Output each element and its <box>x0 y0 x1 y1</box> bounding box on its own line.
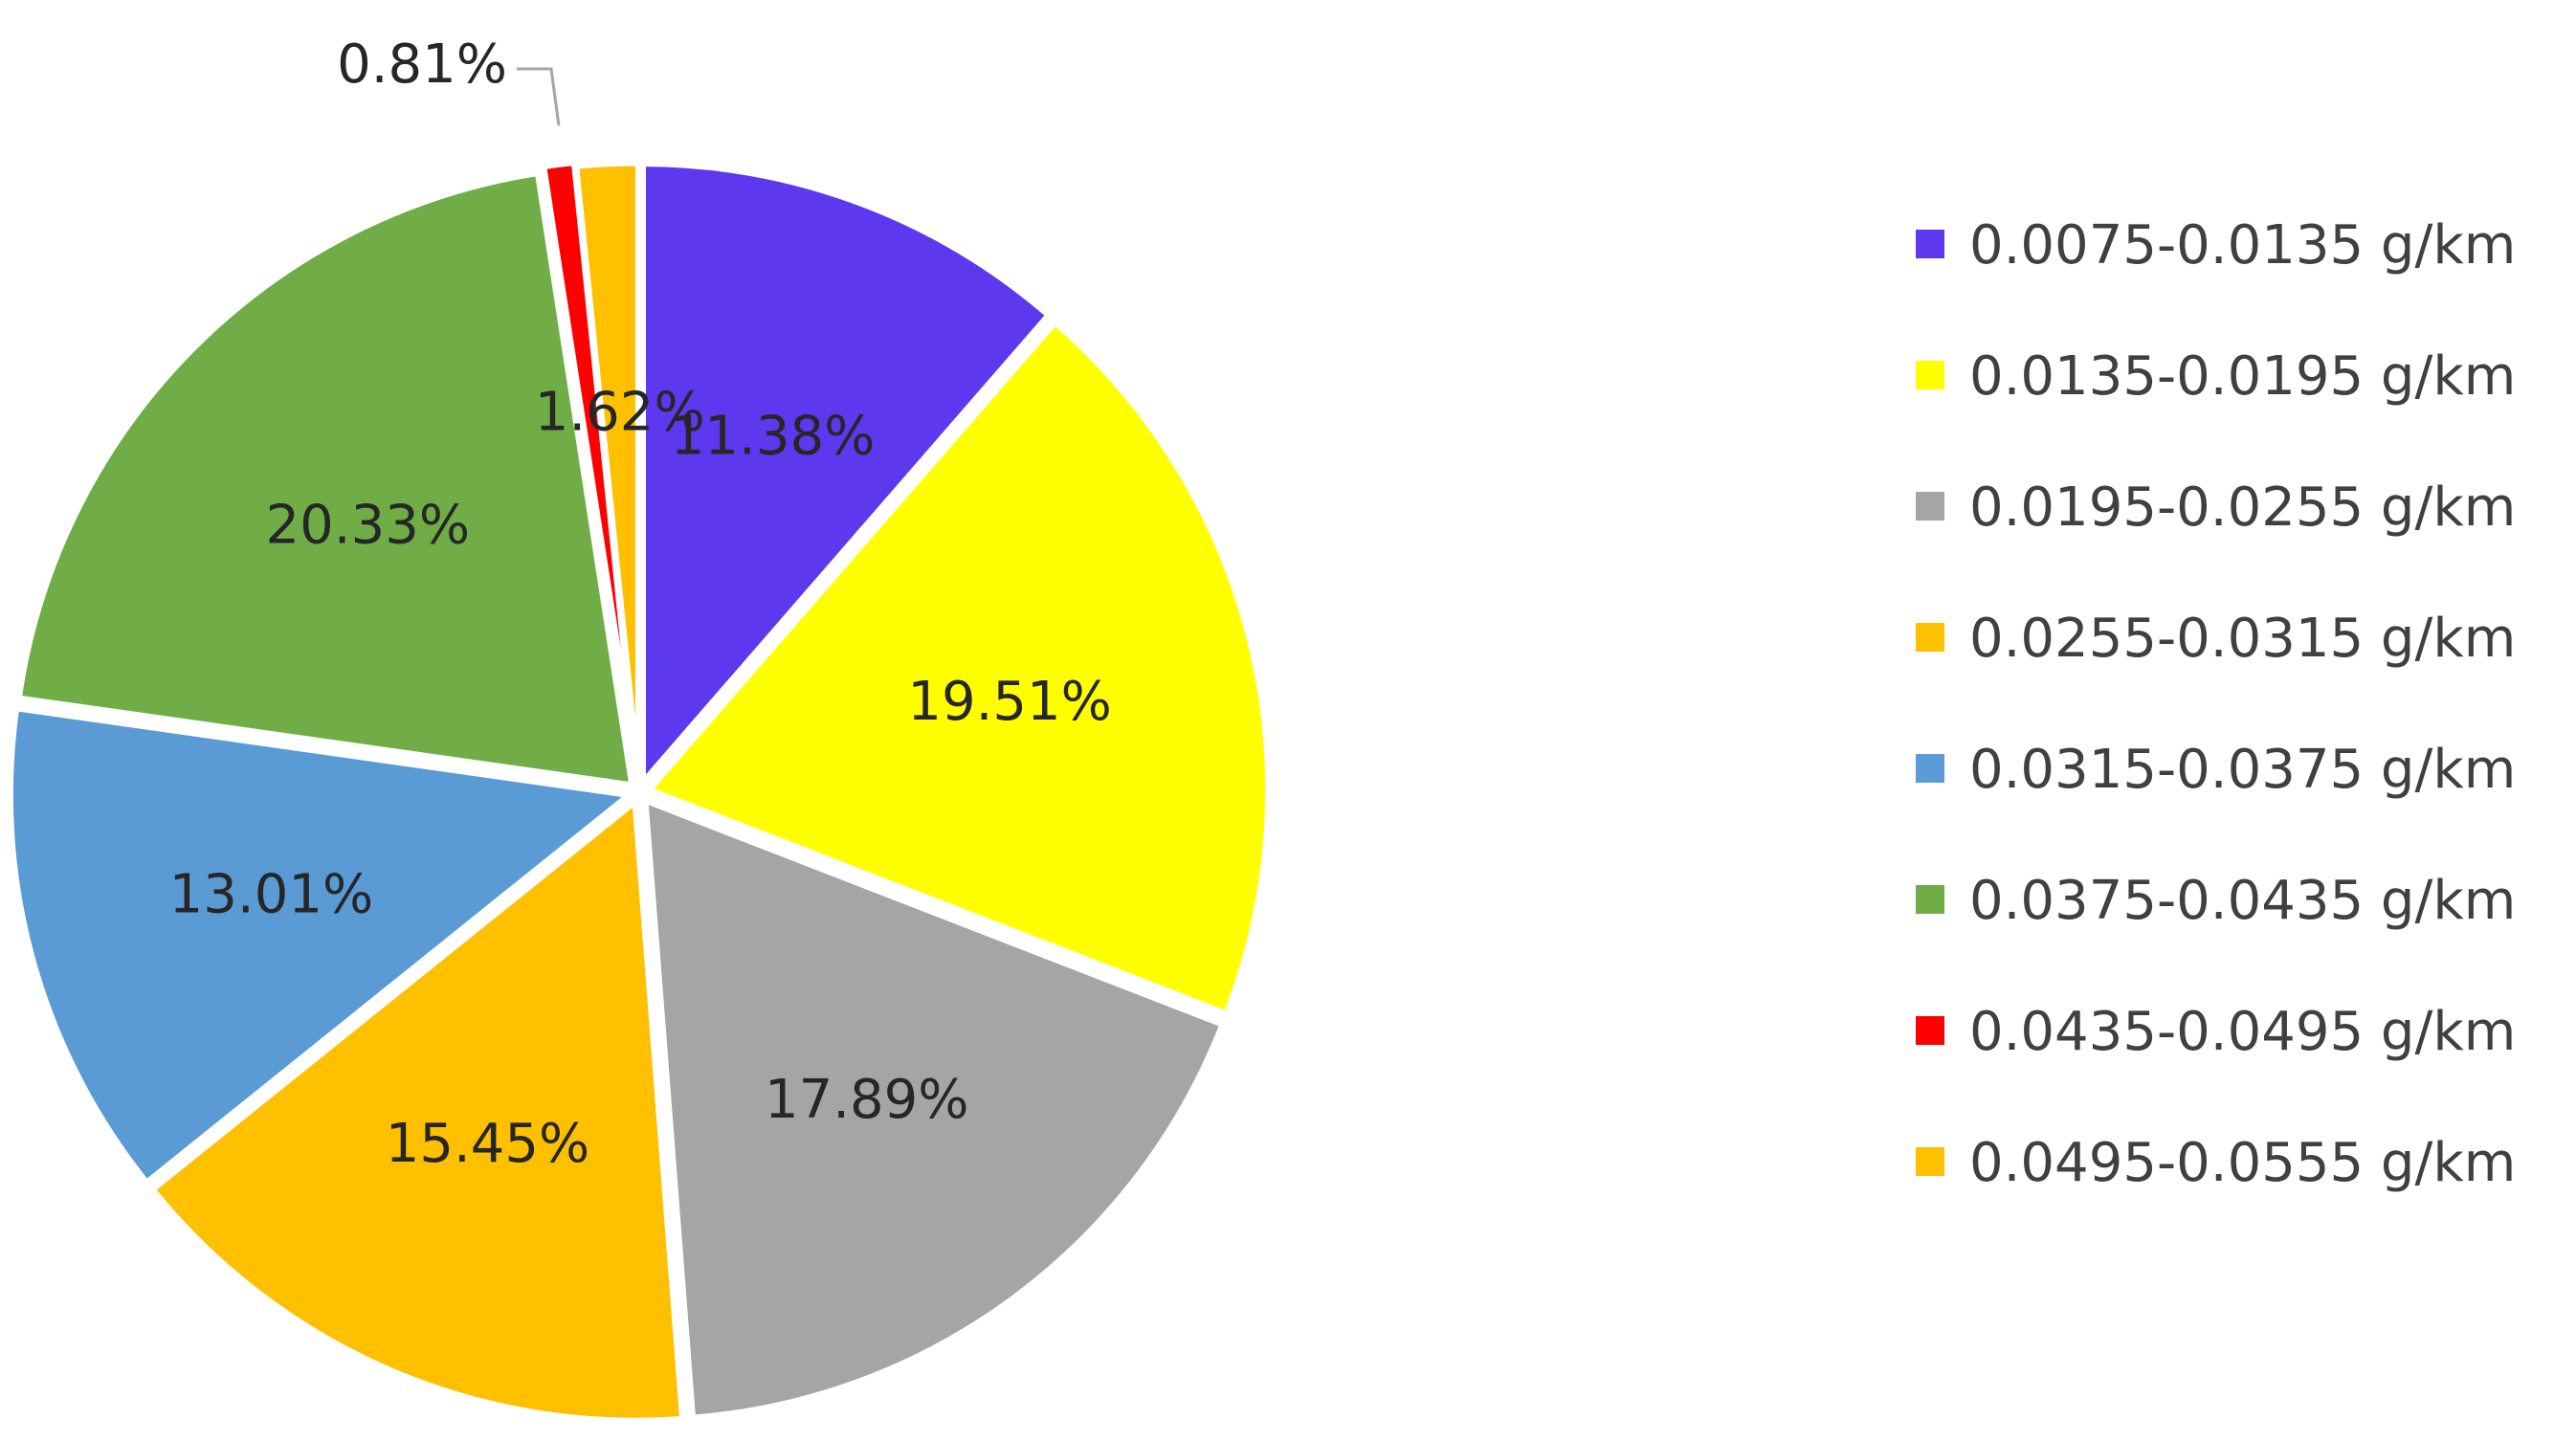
legend-label-8: 0.0495-0.0555 g/km <box>1969 1132 2516 1194</box>
slice-label-6: 20.33% <box>266 495 471 557</box>
legend-swatch-8 <box>1916 1147 1944 1176</box>
pie-slice-6 <box>14 168 637 790</box>
legend-swatch-1 <box>1916 230 1944 258</box>
legend: 0.0075-0.0135 g/km 0.0135-0.0195 g/km 0.01… <box>1916 214 2516 1194</box>
pie-slice-3 <box>641 794 1228 1422</box>
legend-swatch-3 <box>1916 492 1944 521</box>
slice-labels: 11.38% 19.51% 17.89% 15.45% 13.01% 20.33% 0.81… <box>169 33 1112 1175</box>
legend-swatch-2 <box>1916 361 1944 389</box>
legend-swatch-6 <box>1916 885 1944 914</box>
legend-label-7: 0.0435-0.0495 g/km <box>1969 1001 2516 1063</box>
legend-label-1: 0.0075-0.0135 g/km <box>1969 214 2516 277</box>
slice-label-7: 0.81% <box>337 33 507 96</box>
pie-slice-4 <box>146 794 687 1425</box>
slice-label-8: 1.62% <box>535 382 705 444</box>
legend-swatch-7 <box>1916 1016 1944 1045</box>
slice-label-1: 11.38% <box>671 405 876 467</box>
slice-label-3: 17.89% <box>765 1069 969 1131</box>
leader-line-7 <box>516 67 561 126</box>
legend-label-5: 0.0315-0.0375 g/km <box>1969 739 2516 801</box>
legend-swatch-5 <box>1916 754 1944 783</box>
slice-label-4: 15.45% <box>386 1113 590 1175</box>
pie-slice-2 <box>642 317 1273 1019</box>
slice-label-5: 13.01% <box>169 864 374 926</box>
legend-label-3: 0.0195-0.0255 g/km <box>1969 477 2516 539</box>
leader-lines <box>516 67 561 126</box>
pie-slices <box>6 158 1273 1425</box>
pie-slice-7 <box>539 158 641 780</box>
legend-label-4: 0.0255-0.0315 g/km <box>1969 608 2516 670</box>
pie-slice-1 <box>638 160 1055 793</box>
legend-label-6: 0.0375-0.0435 g/km <box>1969 870 2516 932</box>
pie-slice-8 <box>571 159 642 784</box>
slice-label-2: 19.51% <box>907 671 1112 733</box>
legend-swatch-4 <box>1916 623 1944 652</box>
pie-slice-5 <box>6 703 638 1188</box>
legend-label-2: 0.0135-0.0195 g/km <box>1969 345 2516 408</box>
